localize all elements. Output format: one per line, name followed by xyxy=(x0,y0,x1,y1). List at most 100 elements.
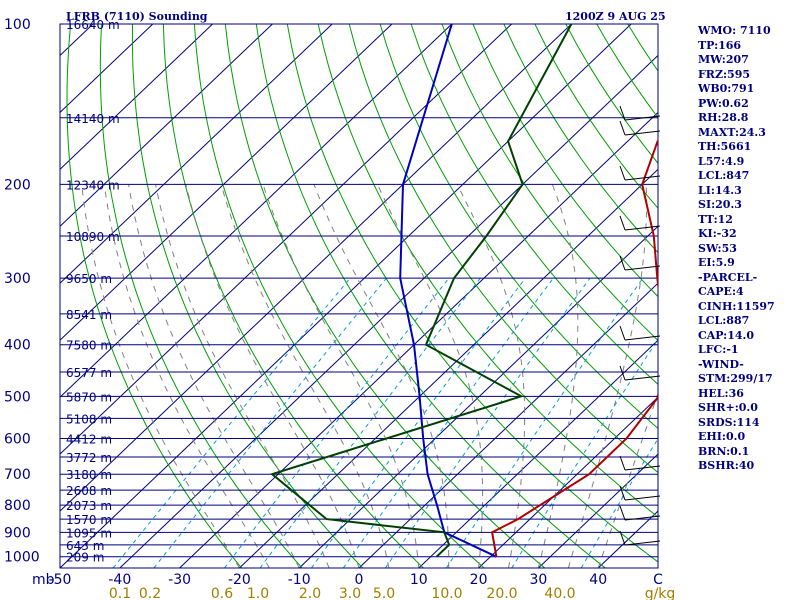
index-line: L57:4.9 xyxy=(698,154,745,168)
height-label: 6577 m xyxy=(66,366,112,380)
dry-adiabat xyxy=(503,24,658,254)
dewpoint-line xyxy=(270,24,573,558)
isobars xyxy=(59,23,659,569)
wind-barbs xyxy=(619,105,661,546)
isotherm-line xyxy=(179,111,658,568)
dry-adiabat xyxy=(348,24,658,474)
height-label: 2073 m xyxy=(66,499,112,513)
wind-barb-flag xyxy=(619,455,626,471)
index-line: TH:5661 xyxy=(698,140,752,153)
moist-adiabat xyxy=(185,184,360,568)
mixing-ratio-line xyxy=(384,277,591,568)
mixing-ratio-label: 3.0 xyxy=(339,586,361,600)
pressure-label: 600 xyxy=(4,432,31,448)
mixing-ratio-line xyxy=(112,277,351,568)
index-line: LCL:847 xyxy=(698,169,750,182)
moist-adiabat xyxy=(103,184,270,568)
mixing-ratio-label: 10.0 xyxy=(431,586,462,600)
wind-barb xyxy=(624,115,661,121)
isotherm-line xyxy=(298,225,658,568)
height-label: 10890 m xyxy=(66,230,120,244)
moist-adiabat xyxy=(377,184,484,568)
moist-adiabat xyxy=(155,184,330,568)
index-line: LCL:887 xyxy=(698,314,750,327)
wind-barb xyxy=(624,465,661,471)
mixing-ratio-label: 0.6 xyxy=(211,586,233,600)
isotherm-line xyxy=(358,282,658,568)
index-line: MAXT:24.3 xyxy=(698,125,766,139)
height-label: 3180 m xyxy=(66,468,112,482)
dry-adiabat xyxy=(255,24,606,568)
height-label: 5108 m xyxy=(66,412,112,426)
dry-adiabat xyxy=(131,24,364,568)
temp-axis-label: 0 xyxy=(355,572,364,588)
pressure-label: 300 xyxy=(4,271,31,287)
isotherm-line xyxy=(0,24,33,568)
moist-adiabat xyxy=(313,184,450,568)
moist-adiabat xyxy=(262,184,420,568)
index-line: STM:299/17 xyxy=(698,372,773,385)
temp-axis-label: 20 xyxy=(470,572,488,588)
wind-barb xyxy=(624,175,661,181)
dry-adiabat xyxy=(224,24,546,568)
index-line: -WIND- xyxy=(698,357,744,371)
height-label: 643 m xyxy=(66,539,104,553)
index-line: LI:14.3 xyxy=(698,183,742,197)
temp-axis-label: -10 xyxy=(288,572,311,588)
dry-adiabat xyxy=(379,24,658,429)
mixing-ratio-label: 2.0 xyxy=(299,586,321,600)
temp-axis-unit: mb xyxy=(32,572,55,588)
isotherm-line xyxy=(60,24,572,512)
wind-barb xyxy=(624,540,661,546)
pressure-label: 1000 xyxy=(4,550,40,566)
wind-barb-flag xyxy=(619,165,626,181)
temp-axis-label: -50 xyxy=(49,572,72,588)
height-label: 1095 m xyxy=(66,526,112,540)
dry-adiabat xyxy=(99,24,303,568)
temp-axis-label: 10 xyxy=(410,572,428,588)
isotherm-line xyxy=(119,54,658,568)
height-label: 4412 m xyxy=(66,433,112,447)
temp-axis-label: 40 xyxy=(589,572,607,588)
wind-barb xyxy=(624,130,661,136)
index-line: KI:-32 xyxy=(698,227,737,240)
station-title: LFRB (7110) Sounding xyxy=(66,10,208,23)
mixing-ratio-label: 0.1 xyxy=(109,586,131,600)
mixing-ratio-line xyxy=(580,437,658,568)
isotherm-line xyxy=(60,24,512,455)
isotherm-line xyxy=(60,24,393,341)
isotherm-line xyxy=(60,24,632,568)
profiles xyxy=(270,24,658,558)
isotherm-line xyxy=(60,24,333,284)
wind-barb-flag xyxy=(619,255,626,271)
height-label: 7580 m xyxy=(66,339,112,353)
wind-barb xyxy=(624,265,661,271)
moist-adiabat xyxy=(456,184,526,568)
temp-axis-label: -30 xyxy=(168,572,191,588)
isotherm-line xyxy=(60,24,213,171)
dry-adiabat xyxy=(317,24,658,518)
dry-adiabat xyxy=(410,24,658,385)
index-line: WB0:791 xyxy=(698,82,755,95)
wind-barb-flag xyxy=(619,505,626,521)
wind-barb-flag xyxy=(619,120,626,136)
mixing-ratio-label: 20.0 xyxy=(486,586,517,600)
height-label: 1570 m xyxy=(66,513,112,527)
isotherm-line xyxy=(60,24,273,227)
index-line: HEL:36 xyxy=(698,386,744,400)
pressure-label: 200 xyxy=(4,177,31,193)
index-line: SHR+:0.0 xyxy=(698,401,758,414)
height-label: 9650 m xyxy=(66,272,112,286)
moist-adiabat xyxy=(220,184,390,568)
background-lines xyxy=(0,24,658,568)
moist-adiabat xyxy=(537,184,579,568)
mixing-ratio-line xyxy=(153,277,387,568)
index-line: CAPE:4 xyxy=(698,285,744,298)
isotherm-line xyxy=(538,453,658,568)
height-label: 5870 m xyxy=(66,390,112,404)
moist-adiabat xyxy=(128,184,300,568)
height-label: 16640 m xyxy=(66,18,120,32)
index-line: SI:20.3 xyxy=(698,198,742,211)
height-label: 209 m xyxy=(66,551,104,565)
